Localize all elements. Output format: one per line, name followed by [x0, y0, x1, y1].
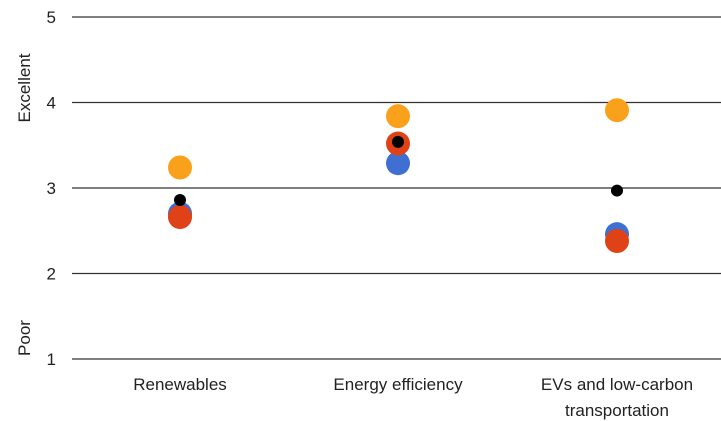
data-point	[605, 229, 629, 254]
y-tick-label: 5	[47, 8, 56, 27]
y-tick-label: 3	[47, 179, 56, 198]
y-tick-label: 4	[47, 94, 56, 113]
x-category-label: Energy efficiency	[333, 375, 463, 394]
y-tick-label: 1	[47, 350, 56, 369]
x-category-label: Renewables	[133, 375, 227, 394]
data-point	[392, 135, 404, 148]
data-point	[168, 155, 192, 180]
data-point	[386, 104, 410, 129]
x-category-labels: Renewables Energy efficiency EVs and low-c…	[133, 375, 693, 420]
data-point	[174, 193, 186, 206]
y-annotation-poor: Poor	[15, 320, 34, 356]
data-point	[605, 98, 629, 123]
data-points	[168, 98, 629, 254]
data-point	[611, 184, 623, 197]
y-tick-labels: 1 2 3 4 5	[47, 8, 56, 369]
x-category-label: EVs and low-carbon transportation	[541, 375, 693, 420]
data-point	[386, 151, 410, 176]
grid-lines	[72, 16, 721, 360]
data-point	[168, 205, 192, 230]
y-annotation-excellent: Excellent	[15, 53, 34, 122]
y-tick-label: 2	[47, 265, 56, 284]
